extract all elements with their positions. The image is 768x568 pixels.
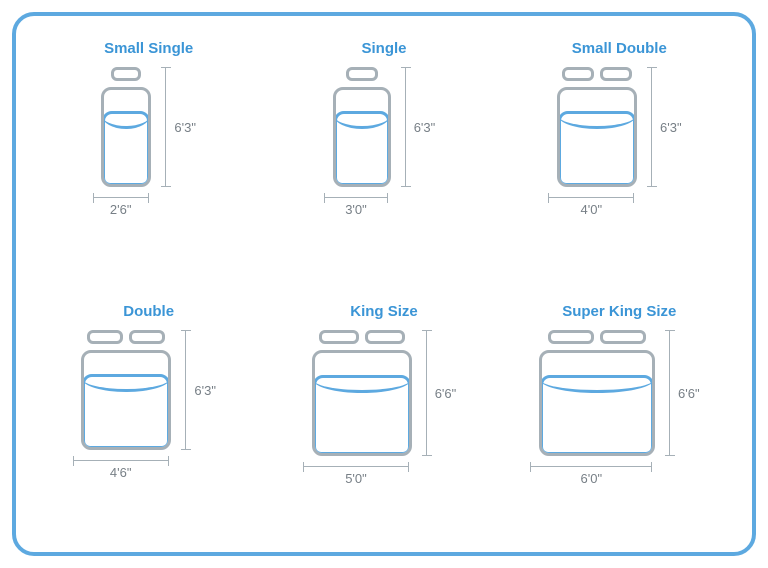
mattress-title: Small Single [104,40,193,57]
sheet-overlay [102,111,150,186]
mattress-grid: Small Single 6'3" 2'6" Single 6'3" 3'0" Small … [12,12,756,556]
dimension-line [669,330,670,456]
width-dimension: 6'0" [533,466,649,486]
dimension-line [530,466,652,467]
width-label: 2'6" [110,202,132,217]
dimension-line [405,67,406,187]
mattress-icon [539,350,655,456]
mattress-figure: 6'6" 5'0" [312,330,457,486]
pillow-icon [600,67,632,81]
mattress-icon [101,87,151,187]
pillow-icon [346,67,378,81]
dimension-line [165,67,166,187]
width-label: 6'0" [581,471,603,486]
height-dimension: 6'3" [405,67,436,187]
sheet-overlay [540,375,654,455]
pillow-icon [562,67,594,81]
width-dimension: 3'0" [327,197,385,217]
mattress-figure: 6'3" 2'6" [101,67,196,217]
pillows [111,67,141,81]
height-dimension: 6'3" [165,67,196,187]
pillow-icon [600,330,646,344]
mattress-cell: Double 6'3" 4'6" [36,303,261,536]
width-label: 5'0" [345,471,367,486]
pillow-icon [548,330,594,344]
pillows [346,67,378,81]
pillow-icon [365,330,405,344]
width-label: 3'0" [345,202,367,217]
mattress-icon [81,350,171,450]
dimension-line [73,460,169,461]
pillows [87,330,165,344]
pillow-icon [111,67,141,81]
dimension-line [426,330,427,456]
mattress-icon [312,350,412,456]
mattress-title: King Size [350,303,418,320]
height-dimension: 6'3" [185,330,216,450]
mattress-icon [557,87,637,187]
mattress-figure: 6'3" 3'0" [333,67,436,217]
height-dimension: 6'6" [669,330,700,456]
mattress-title: Small Double [572,40,667,57]
height-dimension: 6'6" [426,330,457,456]
mattress-title: Double [123,303,174,320]
mattress-title: Single [361,40,406,57]
mattress-cell: Super King Size 6'6" 6'0" [507,303,732,536]
mattress-cell: Single 6'3" 3'0" [271,40,496,273]
height-label: 6'3" [194,383,216,398]
dimension-line [651,67,652,187]
mattress-icon [333,87,391,187]
dimension-line [324,197,388,198]
mattress-title: Super King Size [562,303,676,320]
dimension-line [303,466,409,467]
width-label: 4'0" [581,202,603,217]
dimension-line [185,330,186,450]
mattress-figure: 6'3" 4'6" [81,330,216,480]
mattress-cell: King Size 6'6" 5'0" [271,303,496,536]
sheet-overlay [558,111,636,186]
sheet-overlay [82,374,170,449]
width-dimension: 2'6" [96,197,146,217]
width-dimension: 4'0" [551,197,631,217]
dimension-line [93,197,149,198]
height-label: 6'6" [435,386,457,401]
height-label: 6'3" [414,120,436,135]
width-label: 4'6" [110,465,132,480]
height-dimension: 6'3" [651,67,682,187]
pillows [548,330,646,344]
dimension-line [548,197,634,198]
height-label: 6'3" [660,120,682,135]
pillow-icon [87,330,123,344]
width-dimension: 5'0" [306,466,406,486]
pillows [562,67,632,81]
pillows [319,330,405,344]
sheet-overlay [313,375,411,455]
pillow-icon [319,330,359,344]
mattress-cell: Small Single 6'3" 2'6" [36,40,261,273]
mattress-figure: 6'6" 6'0" [539,330,700,486]
height-label: 6'6" [678,386,700,401]
mattress-cell: Small Double 6'3" 4'0" [507,40,732,273]
height-label: 6'3" [174,120,196,135]
width-dimension: 4'6" [76,460,166,480]
sheet-overlay [334,111,390,186]
pillow-icon [129,330,165,344]
mattress-figure: 6'3" 4'0" [557,67,682,217]
